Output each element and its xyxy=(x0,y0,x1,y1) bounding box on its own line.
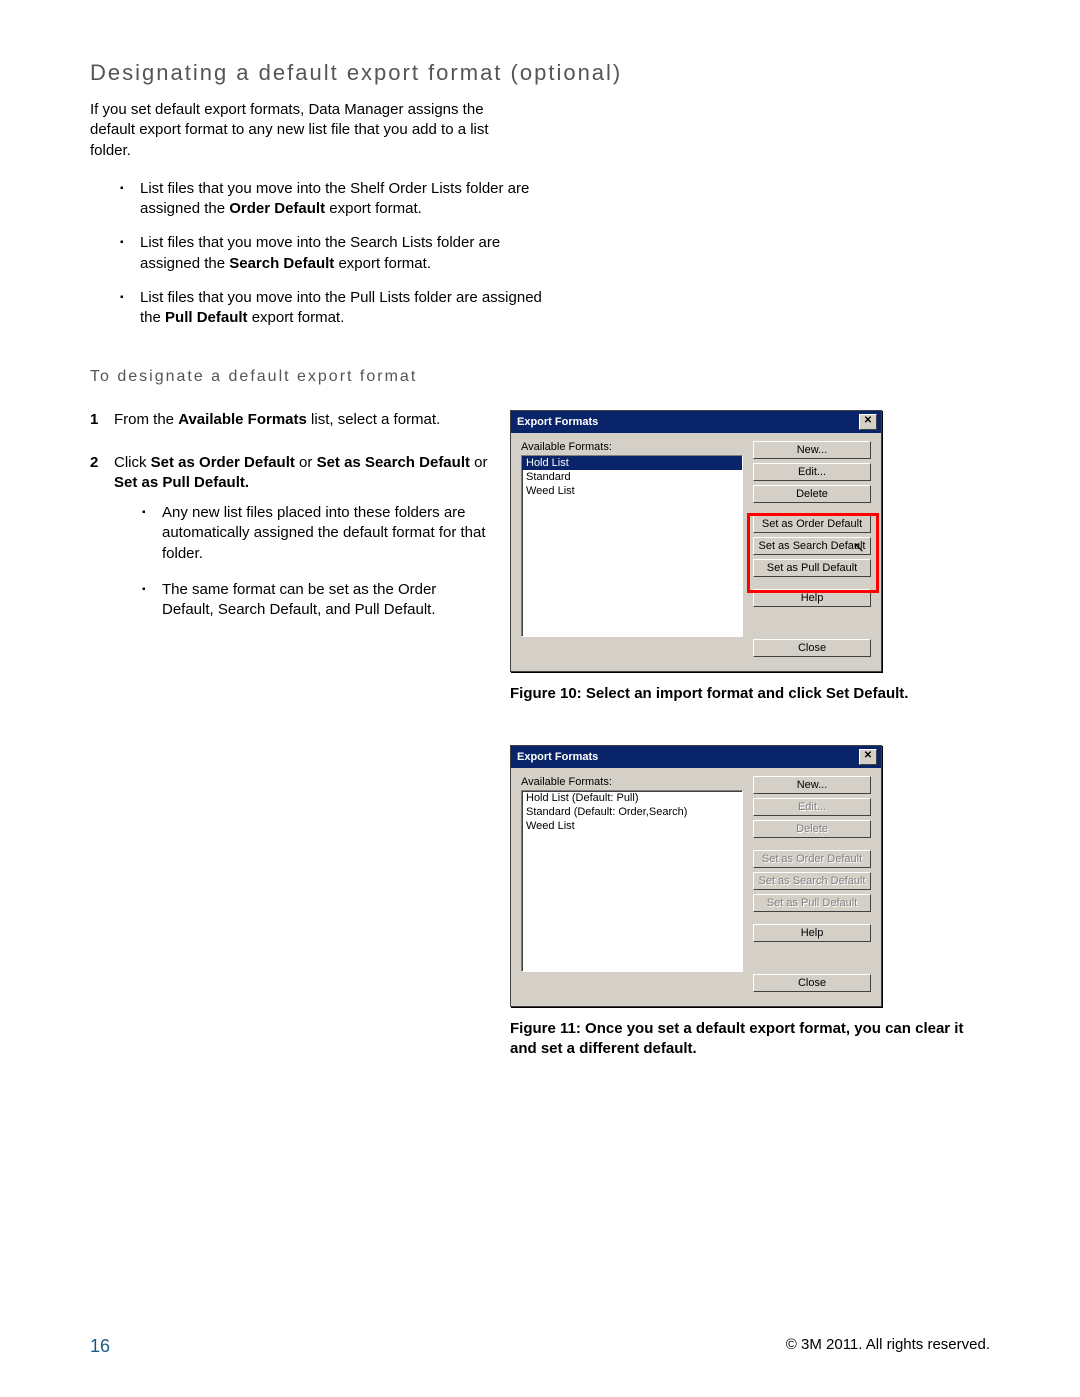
steps-list: From the Available Formats list, select … xyxy=(90,410,490,620)
step-2: Click Set as Order Default or Set as Sea… xyxy=(90,453,490,621)
new-button[interactable]: New... xyxy=(753,776,871,794)
dialog-titlebar: Export Formats ✕ xyxy=(511,411,881,433)
available-formats-label: Available Formats: xyxy=(521,441,743,453)
help-button[interactable]: Help xyxy=(753,924,871,942)
list-item[interactable]: Standard xyxy=(522,470,742,484)
intro-bullets: List files that you move into the Shelf … xyxy=(120,179,550,329)
page-number: 16 xyxy=(90,1336,110,1357)
list-item[interactable]: Hold List (Default: Pull) xyxy=(522,791,742,805)
dialog-titlebar: Export Formats ✕ xyxy=(511,746,881,768)
close-icon[interactable]: ✕ xyxy=(859,414,877,430)
figure-10-caption: Figure 10: Select an import format and c… xyxy=(510,684,990,704)
delete-button: Delete xyxy=(753,820,871,838)
sub-heading: To designate a default export format xyxy=(90,368,990,386)
step-1: From the Available Formats list, select … xyxy=(90,410,490,430)
help-button[interactable]: Help xyxy=(753,589,871,607)
bullet-1: List files that you move into the Shelf … xyxy=(120,179,550,220)
figure-11-caption: Figure 11: Once you set a default export… xyxy=(510,1019,990,1060)
new-button[interactable]: New... xyxy=(753,441,871,459)
set-order-default-button: Set as Order Default xyxy=(753,850,871,868)
close-icon[interactable]: ✕ xyxy=(859,749,877,765)
dialog-title: Export Formats xyxy=(517,751,598,763)
formats-listbox[interactable]: Hold List (Default: Pull) Standard (Defa… xyxy=(521,790,743,972)
bullet-2: List files that you move into the Search… xyxy=(120,233,550,274)
page-footer: 16 © 3M 2011. All rights reserved. xyxy=(90,1336,990,1357)
step-2-sub-2: The same format can be set as the Order … xyxy=(142,580,490,621)
set-order-default-button[interactable]: Set as Order Default xyxy=(753,515,871,533)
list-item[interactable]: Hold List xyxy=(522,456,742,470)
intro-text: If you set default export formats, Data … xyxy=(90,100,510,161)
set-search-default-button[interactable]: Set as Search Default xyxy=(753,537,871,555)
edit-button: Edit... xyxy=(753,798,871,816)
list-item[interactable]: Weed List xyxy=(522,819,742,833)
set-pull-default-button[interactable]: Set as Pull Default xyxy=(753,559,871,577)
bullet-3: List files that you move into the Pull L… xyxy=(120,288,550,329)
list-item[interactable]: Standard (Default: Order,Search) xyxy=(522,805,742,819)
close-button[interactable]: Close xyxy=(753,974,871,992)
set-search-default-button: Set as Search Default xyxy=(753,872,871,890)
dialog-title: Export Formats xyxy=(517,416,598,428)
close-button[interactable]: Close xyxy=(753,639,871,657)
edit-button[interactable]: Edit... xyxy=(753,463,871,481)
page-heading: Designating a default export format (opt… xyxy=(90,60,990,86)
list-item[interactable]: Weed List xyxy=(522,484,742,498)
export-formats-dialog-2: Export Formats ✕ Available Formats: Hold… xyxy=(510,745,882,1007)
set-pull-default-button: Set as Pull Default xyxy=(753,894,871,912)
export-formats-dialog-1: Export Formats ✕ Available Formats: Hold… xyxy=(510,410,882,672)
copyright: © 3M 2011. All rights reserved. xyxy=(786,1336,990,1357)
step-2-sub-1: Any new list files placed into these fol… xyxy=(142,503,490,564)
formats-listbox[interactable]: Hold List Standard Weed List xyxy=(521,455,743,637)
available-formats-label: Available Formats: xyxy=(521,776,743,788)
delete-button[interactable]: Delete xyxy=(753,485,871,503)
